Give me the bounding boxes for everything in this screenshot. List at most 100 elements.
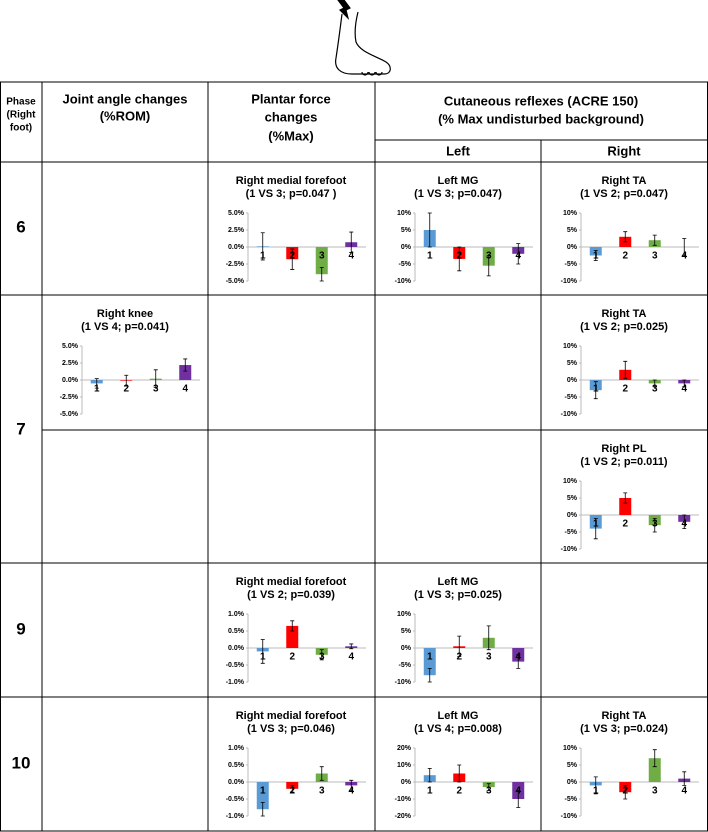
error-bar: [457, 246, 462, 272]
row-label: 7: [16, 419, 25, 438]
error-bar: [593, 381, 598, 400]
x-tick-label: 4: [681, 251, 687, 262]
x-tick-label: 2: [289, 251, 295, 262]
error-bar: [623, 231, 628, 243]
error-bar: [290, 785, 295, 793]
y-tick-label: -1.0%: [226, 679, 245, 686]
error-bar: [153, 369, 158, 388]
header-cutaneous: Cutaneous reflexes (ACRE 150): [444, 93, 638, 108]
x-tick-label: 2: [622, 384, 628, 395]
chart-subtitle: (1 VS 3; p=0.025): [414, 589, 502, 601]
y-tick-label: -5.0%: [226, 278, 245, 285]
error-bar: [427, 668, 432, 683]
header-plantar: Plantar force: [251, 91, 330, 106]
error-bar: [94, 378, 99, 389]
chart-title: Right TA: [601, 308, 646, 320]
x-tick-label: 3: [652, 519, 658, 530]
chart-title: Left MG: [438, 710, 479, 722]
error-bar: [652, 379, 657, 388]
chart-title: Right medial forefoot: [236, 710, 347, 722]
bar: [648, 758, 661, 782]
error-bar: [593, 518, 598, 540]
row-label: 10: [12, 753, 31, 772]
y-tick-label: -10%: [395, 679, 412, 686]
x-tick-label: 3: [652, 786, 658, 797]
x-tick-label: 1: [593, 251, 599, 262]
y-tick-label: -5%: [565, 796, 578, 803]
y-tick-label: -5%: [565, 394, 578, 401]
chart-title: Right knee: [97, 308, 153, 320]
x-tick-label: 1: [260, 786, 266, 797]
x-tick-label: 2: [289, 652, 295, 663]
y-tick-label: -2.5%: [60, 394, 79, 401]
bar: [423, 648, 436, 676]
y-tick-label: 5%: [401, 628, 412, 635]
y-tick-label: -1.0%: [226, 813, 245, 820]
x-tick-label: 1: [593, 519, 599, 530]
error-bar: [682, 379, 687, 388]
error-bar: [319, 267, 324, 282]
header-joint: (%ROM): [100, 108, 151, 123]
y-tick-label: -10%: [561, 546, 578, 553]
y-tick-label: 0.0%: [228, 244, 245, 251]
x-tick-label: 2: [622, 786, 628, 797]
header-left: Left: [446, 143, 471, 158]
error-bar: [516, 790, 521, 808]
x-tick-label: 4: [515, 786, 521, 797]
y-tick-label: 5%: [567, 495, 578, 502]
y-tick-label: 5.0%: [62, 343, 79, 350]
chart-title: Right TA: [601, 710, 646, 722]
x-tick-label: 4: [182, 384, 188, 395]
chart-subtitle: (1 VS 3; p=0.047 ): [246, 188, 337, 200]
x-tick-label: 1: [427, 251, 433, 262]
bar: [315, 247, 328, 275]
error-bar: [682, 514, 687, 529]
error-bar: [623, 360, 628, 379]
header-cutaneous: (% Max undisturbed background): [438, 111, 644, 126]
x-tick-label: 2: [289, 786, 295, 797]
error-bar: [124, 374, 129, 387]
x-tick-label: 2: [456, 251, 462, 262]
chart-subtitle: (1 VS 2; p=0.039): [247, 589, 335, 601]
error-bar: [486, 783, 491, 791]
y-tick-label: 0%: [401, 244, 412, 251]
x-tick-label: 2: [456, 786, 462, 797]
chart-title: Left MG: [438, 175, 479, 187]
y-tick-label: -5%: [399, 662, 412, 669]
error-bar: [290, 248, 295, 270]
chart-subtitle: (1 VS 2; p=0.011): [580, 456, 667, 468]
error-bar: [427, 768, 432, 783]
chart-subtitle: (1 VS 3; p=0.046): [247, 723, 335, 735]
chart-subtitle: (1 VS 2; p=0.047): [580, 188, 668, 200]
x-tick-label: 4: [515, 652, 521, 663]
error-bar: [516, 654, 521, 669]
error-bar: [516, 243, 521, 265]
bar: [286, 625, 299, 648]
row-label: 9: [16, 619, 25, 638]
x-tick-label: 3: [486, 251, 492, 262]
error-bar: [652, 749, 657, 768]
y-tick-label: 0%: [567, 377, 578, 384]
chart-title: Right medial forefoot: [236, 576, 347, 588]
y-tick-label: 0.5%: [228, 762, 245, 769]
y-tick-label: -10%: [395, 278, 412, 285]
x-tick-label: 2: [123, 384, 129, 395]
error-bar: [290, 620, 295, 632]
x-tick-label: 3: [486, 786, 492, 797]
y-tick-label: 0%: [401, 779, 412, 786]
error-bar: [260, 232, 265, 261]
y-tick-label: 10%: [397, 210, 412, 217]
x-tick-label: 3: [319, 251, 325, 262]
bar: [256, 782, 269, 810]
y-tick-label: 0%: [567, 512, 578, 519]
y-tick-label: 1.0%: [228, 611, 245, 618]
header-phase: Phase: [6, 97, 36, 108]
x-tick-label: 3: [319, 786, 325, 797]
error-bar: [457, 635, 462, 657]
header-joint: Joint angle changes: [63, 91, 188, 106]
error-bar: [319, 649, 324, 661]
chart-title: Right medial forefoot: [236, 175, 347, 187]
header-right: Right: [607, 143, 641, 158]
y-tick-label: 10%: [397, 762, 412, 769]
y-tick-label: 5%: [567, 227, 578, 234]
